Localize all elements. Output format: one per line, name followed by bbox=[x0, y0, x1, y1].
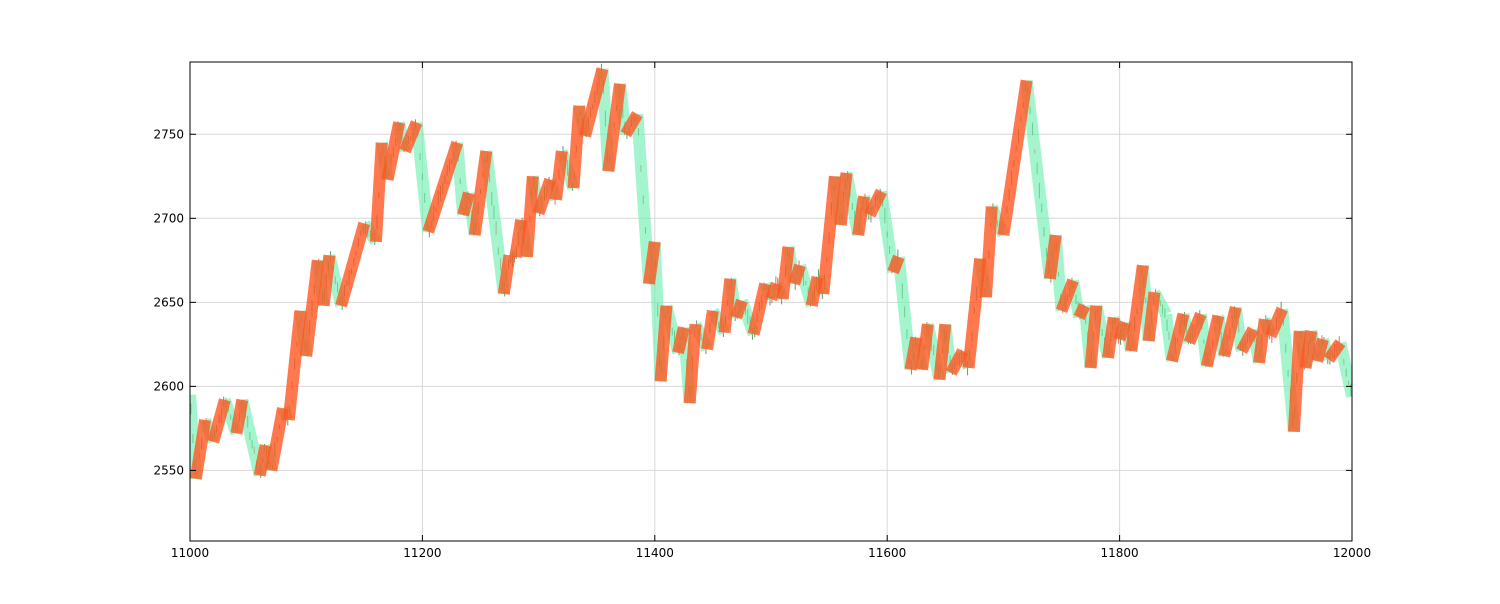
up-segment bbox=[887, 254, 905, 275]
up-segment bbox=[864, 188, 887, 218]
up-segment bbox=[300, 259, 324, 357]
up-segment bbox=[1102, 316, 1120, 359]
up-segment bbox=[1299, 329, 1318, 369]
data-layer bbox=[190, 63, 1352, 480]
up-segment bbox=[1236, 326, 1259, 354]
up-segment bbox=[457, 191, 475, 217]
x-tick-label: 11200 bbox=[403, 546, 441, 560]
up-segment bbox=[904, 336, 923, 371]
up-segment bbox=[1084, 305, 1103, 369]
up-segment bbox=[497, 254, 516, 295]
up-segment bbox=[765, 281, 783, 302]
up-segment bbox=[567, 105, 586, 189]
up-segment bbox=[718, 278, 737, 334]
up-segment bbox=[399, 120, 423, 154]
up-segment bbox=[1166, 312, 1190, 363]
up-segment bbox=[788, 263, 806, 286]
up-segment bbox=[1055, 278, 1079, 313]
up-segment bbox=[852, 195, 870, 237]
down-segment bbox=[1020, 79, 1056, 280]
up-segment bbox=[468, 150, 493, 236]
up-segment bbox=[701, 309, 719, 351]
up-segment bbox=[962, 258, 987, 369]
up-segment bbox=[422, 140, 463, 234]
up-segment bbox=[1287, 330, 1306, 433]
up-segment bbox=[532, 177, 556, 216]
up-segment bbox=[230, 398, 249, 435]
up-segment bbox=[509, 219, 528, 258]
up-segment bbox=[817, 175, 841, 295]
up-segment bbox=[317, 254, 336, 307]
up-segment bbox=[1311, 337, 1329, 363]
up-segment bbox=[335, 221, 371, 308]
x-tick-label: 12000 bbox=[1333, 546, 1371, 560]
y-tick-label: 2600 bbox=[153, 379, 184, 393]
up-segment bbox=[1183, 311, 1207, 345]
up-segment bbox=[282, 310, 307, 421]
up-segment bbox=[207, 398, 231, 444]
plot-area: 11000 11200 11400 11600 11800 12000 2550 2600 26… bbox=[153, 61, 1371, 560]
up-segment bbox=[916, 323, 934, 371]
plot-border bbox=[189, 61, 1353, 542]
x-tick-label: 11800 bbox=[1101, 546, 1139, 560]
up-segment bbox=[520, 175, 539, 258]
up-segment bbox=[1073, 303, 1091, 321]
x-tick-label: 11600 bbox=[868, 546, 906, 560]
up-segment bbox=[1125, 264, 1149, 352]
up-segment bbox=[550, 150, 568, 201]
up-segment bbox=[1113, 320, 1132, 342]
up-segment bbox=[834, 172, 853, 226]
up-segment bbox=[579, 67, 609, 138]
down-segment bbox=[480, 150, 510, 295]
up-segment bbox=[979, 206, 998, 298]
up-segment bbox=[265, 407, 289, 472]
up-segment bbox=[1142, 291, 1161, 342]
up-segment bbox=[1253, 318, 1271, 364]
y-tick-label: 2650 bbox=[153, 295, 184, 309]
up-segment bbox=[933, 323, 952, 381]
up-segment bbox=[1323, 339, 1346, 363]
up-segment bbox=[1200, 314, 1225, 368]
x-tick-label: 11000 bbox=[171, 546, 209, 560]
up-segment bbox=[997, 79, 1033, 237]
up-segment bbox=[253, 444, 272, 477]
up-segment bbox=[654, 305, 673, 382]
up-segment bbox=[776, 246, 795, 300]
up-segment bbox=[730, 298, 748, 320]
x-tick-label: 11400 bbox=[636, 546, 674, 560]
up-segment bbox=[602, 83, 626, 173]
down-segment bbox=[410, 121, 435, 233]
up-segment bbox=[672, 326, 690, 355]
up-segment bbox=[683, 323, 702, 404]
up-segment bbox=[381, 121, 406, 181]
up-segment bbox=[1265, 306, 1288, 339]
up-segment bbox=[747, 282, 772, 336]
y-tick-label: 2750 bbox=[153, 127, 184, 141]
up-segment bbox=[945, 348, 969, 376]
down-segment bbox=[875, 190, 899, 273]
up-segment bbox=[369, 142, 388, 243]
down-segment bbox=[1334, 341, 1352, 398]
up-segment bbox=[805, 275, 824, 307]
up-segment bbox=[1218, 305, 1242, 358]
up-segment bbox=[1043, 234, 1062, 280]
up-segment bbox=[620, 111, 643, 138]
y-tick-label: 2550 bbox=[153, 463, 184, 477]
y-tick-label: 2700 bbox=[153, 211, 184, 225]
up-segment bbox=[190, 419, 212, 480]
up-segment bbox=[643, 241, 661, 285]
